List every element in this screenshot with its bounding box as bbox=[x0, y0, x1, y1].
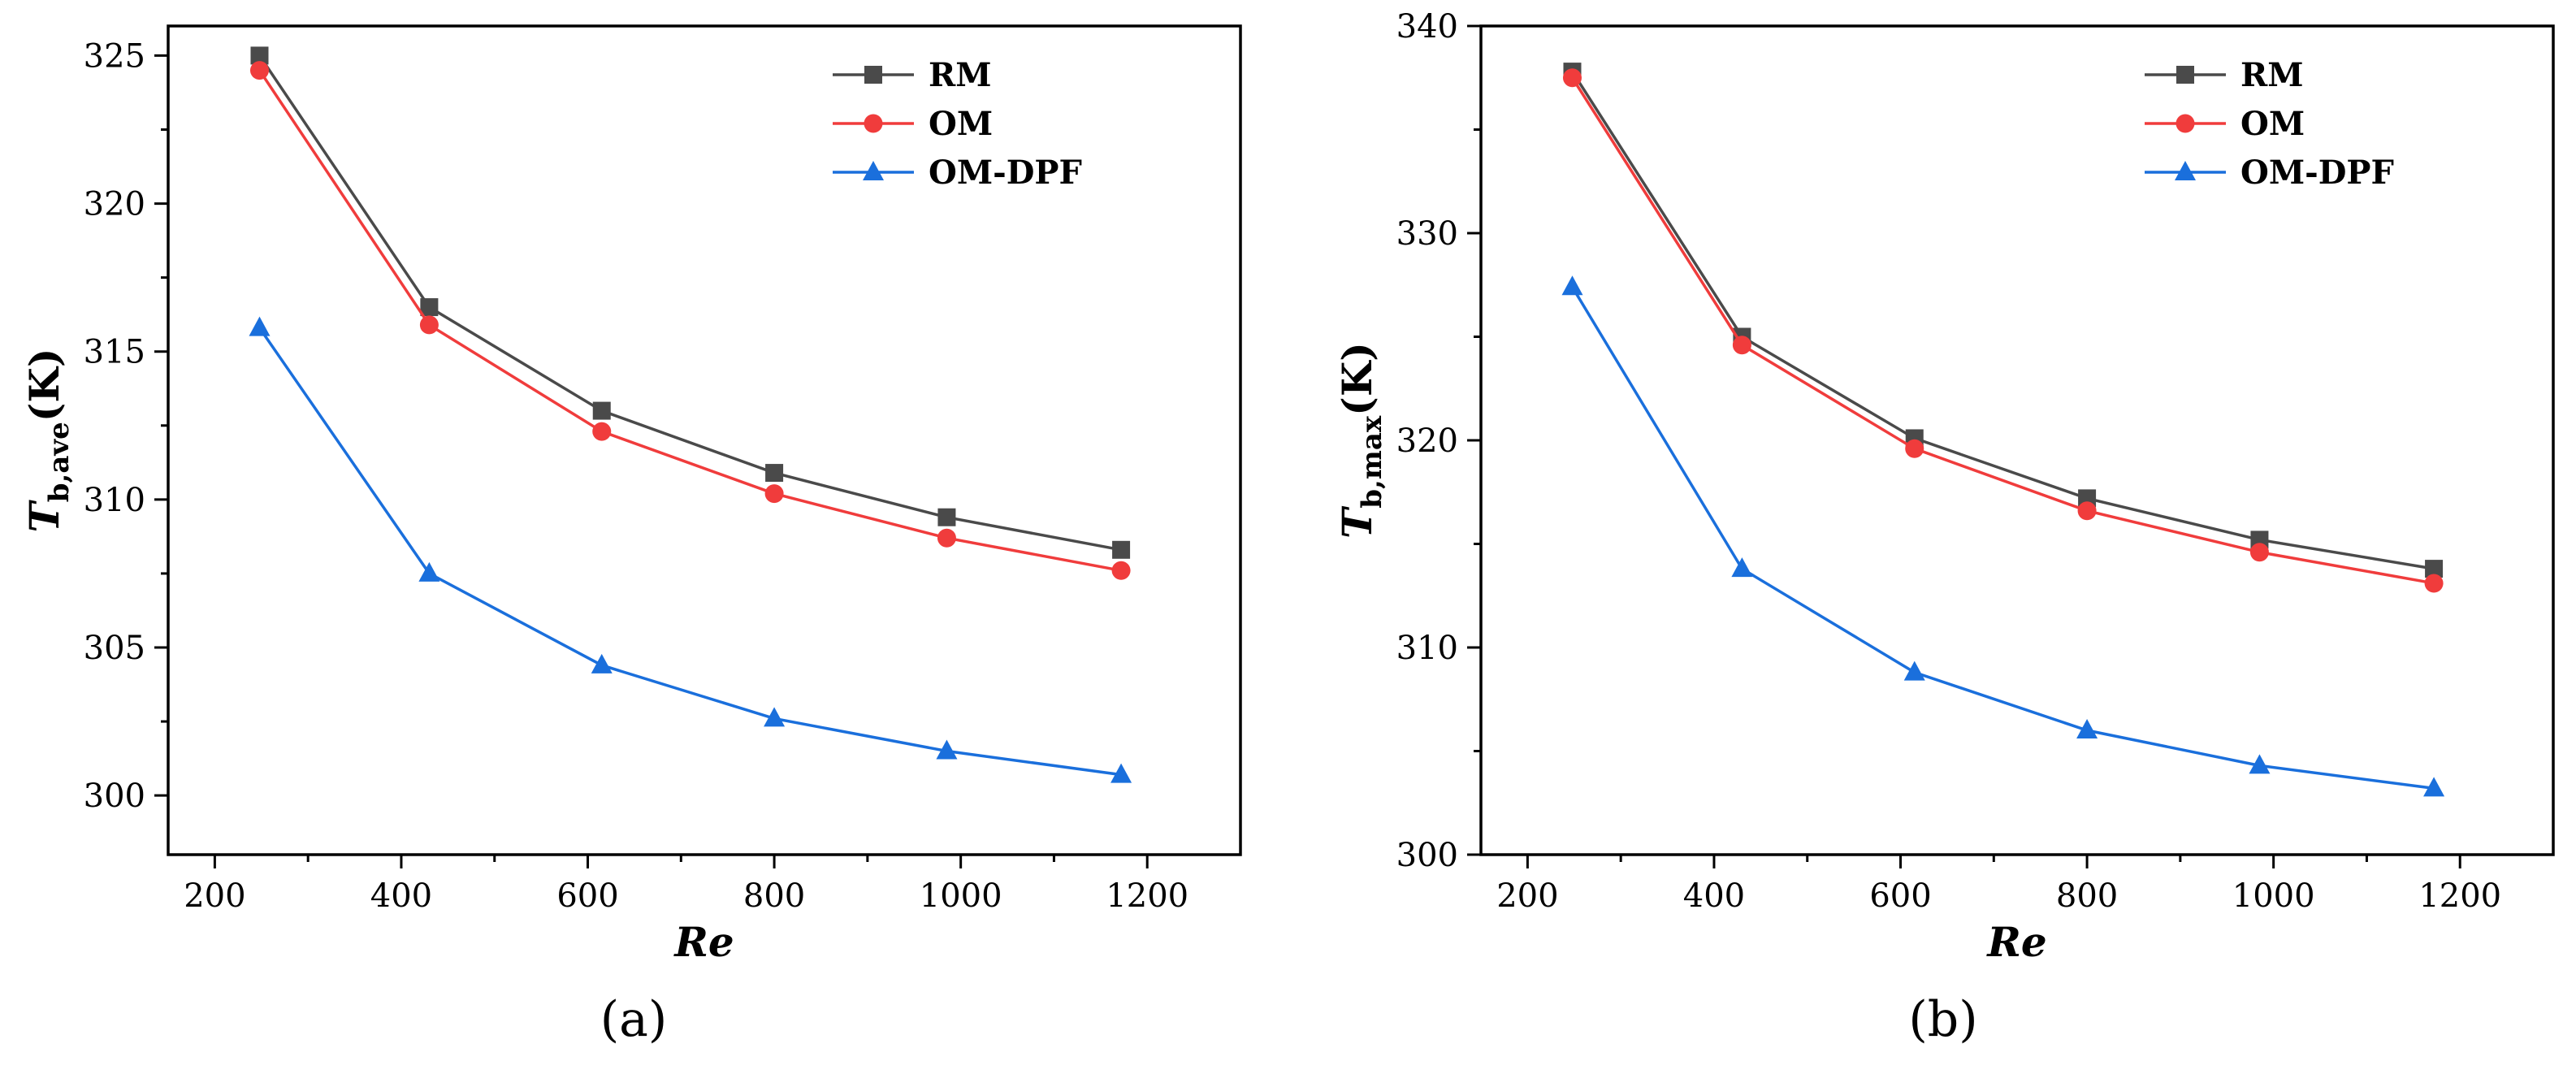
data-point-om bbox=[592, 422, 612, 441]
data-point-om bbox=[937, 528, 956, 548]
data-point-rm bbox=[420, 298, 439, 317]
data-point-om bbox=[1111, 561, 1131, 580]
data-point-om-dpf bbox=[936, 739, 958, 760]
x-tick-label: 400 bbox=[1683, 877, 1745, 915]
x-tick-label: 400 bbox=[370, 877, 432, 915]
legend-label: OM-DPF bbox=[929, 154, 1082, 192]
data-point-om-dpf bbox=[418, 561, 440, 582]
legend-marker bbox=[2175, 161, 2196, 180]
legend-label: OM bbox=[929, 105, 993, 143]
x-tick-label: 1000 bbox=[2232, 877, 2315, 915]
data-point-om-dpf bbox=[2076, 719, 2098, 738]
x-axis-label: Re bbox=[1985, 918, 2046, 966]
data-point-om bbox=[2077, 501, 2097, 521]
x-tick-label: 600 bbox=[556, 877, 618, 915]
y-tick-label: 305 bbox=[84, 630, 145, 667]
legend-label: RM bbox=[2240, 56, 2304, 94]
data-point-om bbox=[1562, 68, 1582, 88]
data-point-om-dpf bbox=[1731, 557, 1753, 578]
legend-marker bbox=[2176, 66, 2194, 84]
y-tick-label: 330 bbox=[1396, 215, 1458, 253]
data-point-rm bbox=[1112, 540, 1131, 559]
series-line-om-dpf bbox=[1570, 286, 2435, 790]
data-point-om bbox=[2424, 574, 2444, 593]
plot-frame bbox=[167, 24, 1242, 856]
x-tick-label: 1200 bbox=[1106, 877, 1188, 915]
y-tick-label: 310 bbox=[1396, 630, 1458, 667]
legend-label: RM bbox=[929, 56, 992, 94]
data-point-om-dpf bbox=[2249, 754, 2271, 774]
x-tick-label: 1000 bbox=[920, 877, 1002, 915]
y-tick-label: 320 bbox=[1396, 422, 1458, 460]
x-tick-label: 800 bbox=[2056, 877, 2118, 915]
x-tick-label: 200 bbox=[1496, 877, 1558, 915]
legend-marker bbox=[864, 66, 882, 84]
panel-label: (a) bbox=[600, 991, 668, 1048]
data-point-om-dpf bbox=[249, 316, 271, 336]
data-point-om bbox=[764, 484, 784, 504]
y-tick-label: 315 bbox=[84, 334, 145, 371]
chart-panel-b: 200 400 600 800 1000 1200 300 310 320 330 340 Re Tb,… bbox=[1333, 8, 2555, 966]
series-line-om bbox=[258, 69, 1122, 573]
series-line-om bbox=[1571, 76, 2435, 585]
y-tick-label: 340 bbox=[1396, 8, 1458, 45]
y-axis-label: Tb,ave(K) bbox=[20, 348, 76, 532]
x-tick-label: 1200 bbox=[2418, 877, 2501, 915]
y-tick-label: 300 bbox=[84, 777, 145, 815]
data-point-om bbox=[249, 61, 269, 80]
y-tick-label: 310 bbox=[84, 482, 145, 519]
legend-label: OM bbox=[2240, 105, 2305, 143]
data-point-om bbox=[2249, 543, 2269, 562]
y-tick-label: 300 bbox=[1396, 837, 1458, 874]
data-point-om-dpf bbox=[2423, 777, 2445, 797]
x-tick-label: 800 bbox=[743, 877, 805, 915]
y-axis-label: Tb,max(K) bbox=[1333, 342, 1388, 539]
x-tick-label: 600 bbox=[1869, 877, 1931, 915]
series-line-rm bbox=[1571, 71, 2435, 570]
data-point-om-dpf bbox=[591, 653, 613, 673]
data-point-om-dpf bbox=[1561, 275, 1583, 296]
x-axis-label: Re bbox=[673, 918, 734, 966]
y-tick-label: 320 bbox=[84, 186, 145, 223]
data-point-rm bbox=[2425, 560, 2444, 578]
y-tick-label: 325 bbox=[84, 37, 145, 75]
data-point-om-dpf bbox=[1110, 763, 1132, 783]
data-point-om bbox=[419, 315, 439, 335]
data-point-om bbox=[1732, 336, 1751, 355]
legend-label: OM-DPF bbox=[2240, 154, 2394, 192]
legend: RM OM OM-DPF bbox=[2145, 56, 2394, 192]
x-tick-label: 200 bbox=[184, 877, 245, 915]
legend-marker bbox=[863, 161, 884, 180]
data-point-rm bbox=[592, 401, 611, 420]
panel-label: (b) bbox=[1908, 991, 1977, 1048]
legend-marker bbox=[864, 114, 883, 133]
series-line-om-dpf bbox=[258, 327, 1122, 777]
legend: RM OM OM-DPF bbox=[833, 56, 1082, 192]
series-line-rm bbox=[258, 54, 1122, 552]
data-point-om bbox=[1905, 439, 1924, 458]
data-point-rm bbox=[937, 508, 956, 526]
legend-marker bbox=[2176, 114, 2195, 133]
plot-frame bbox=[1479, 24, 2555, 856]
chart-panel-a: 200 400 600 800 1000 1200 300 305 310 315 320 325 Re… bbox=[20, 24, 1242, 966]
data-point-om-dpf bbox=[1903, 660, 1925, 681]
data-point-om-dpf bbox=[764, 707, 786, 727]
data-point-rm bbox=[765, 464, 784, 483]
data-point-rm bbox=[250, 46, 269, 65]
